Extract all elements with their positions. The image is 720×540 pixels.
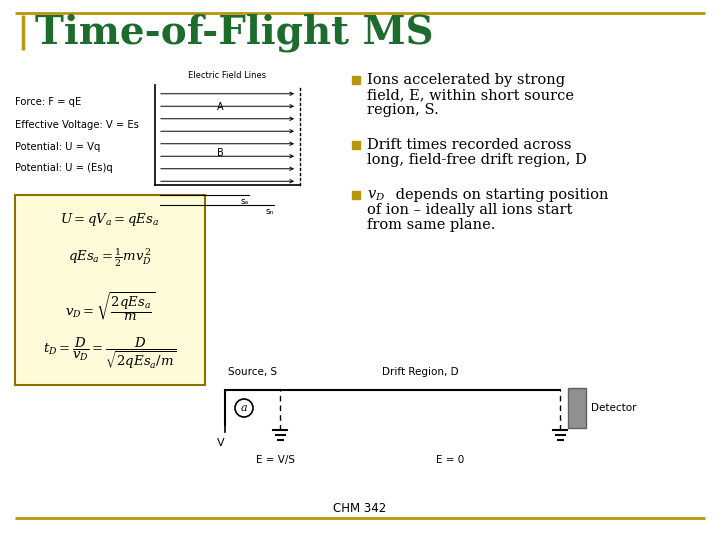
Text: Potential: U = (Es)q: Potential: U = (Es)q <box>15 163 113 173</box>
Text: from same plane.: from same plane. <box>367 218 495 232</box>
Text: Detector: Detector <box>591 403 636 413</box>
Text: $v_D$: $v_D$ <box>367 187 385 202</box>
Text: $U = qV_a = qEs_a$: $U = qV_a = qEs_a$ <box>60 212 160 228</box>
Bar <box>15 195 205 385</box>
Bar <box>352 76 360 84</box>
Bar <box>568 388 586 428</box>
Text: Effective Voltage: V = Es: Effective Voltage: V = Es <box>15 120 139 130</box>
Bar <box>352 141 360 149</box>
Bar <box>352 191 360 199</box>
Text: a: a <box>240 403 247 413</box>
Text: of ion – ideally all ions start: of ion – ideally all ions start <box>367 203 572 217</box>
Text: Potential: U = Vq: Potential: U = Vq <box>15 142 100 152</box>
Text: $t_D = \dfrac{D}{v_D} = \dfrac{D}{\sqrt{2qEs_a/m}}$: $t_D = \dfrac{D}{v_D} = \dfrac{D}{\sqrt{… <box>43 335 176 371</box>
Text: V: V <box>217 438 225 448</box>
Text: region, S.: region, S. <box>367 103 438 117</box>
Text: field, E, within short source: field, E, within short source <box>367 88 574 102</box>
Text: Time-of-Flight MS: Time-of-Flight MS <box>35 14 433 52</box>
Text: long, field-free drift region, D: long, field-free drift region, D <box>367 153 587 167</box>
Text: sₐ: sₐ <box>240 197 249 206</box>
Text: $qEs_a = \frac{1}{2}mv_D^{\,2}$: $qEs_a = \frac{1}{2}mv_D^{\,2}$ <box>68 247 152 269</box>
Text: B: B <box>217 148 224 158</box>
Text: E = V/S: E = V/S <box>256 455 294 465</box>
Text: Force: F = qE: Force: F = qE <box>15 97 81 107</box>
Text: $v_D = \sqrt{\dfrac{2qEs_a}{m}}$: $v_D = \sqrt{\dfrac{2qEs_a}{m}}$ <box>65 291 155 323</box>
Text: A: A <box>217 102 224 112</box>
Text: E = 0: E = 0 <box>436 455 464 465</box>
Text: Drift times recorded across: Drift times recorded across <box>367 138 572 152</box>
Text: sₙ: sₙ <box>266 207 274 216</box>
Circle shape <box>235 399 253 417</box>
Text: Source, S: Source, S <box>228 367 278 377</box>
Text: depends on starting position: depends on starting position <box>391 188 608 202</box>
Text: CHM 342: CHM 342 <box>333 502 387 515</box>
Text: Electric Field Lines: Electric Field Lines <box>189 71 266 80</box>
Text: Ions accelerated by strong: Ions accelerated by strong <box>367 73 565 87</box>
Text: Drift Region, D: Drift Region, D <box>382 367 459 377</box>
